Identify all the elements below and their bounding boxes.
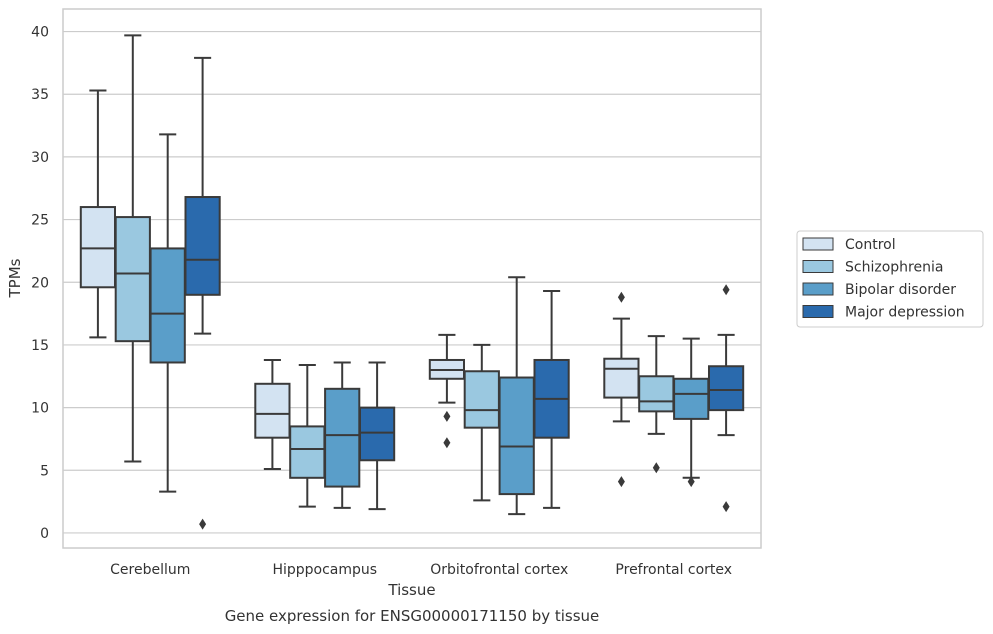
legend-label: Schizophrenia bbox=[845, 260, 943, 276]
legend-item: Bipolar disorder bbox=[802, 282, 956, 298]
legend-swatch bbox=[802, 305, 834, 318]
outlier-point bbox=[722, 501, 730, 513]
box-item bbox=[638, 335, 675, 474]
x-tick-labels: Cerebellum Hipppocampus Orbitofrontal cort… bbox=[110, 562, 732, 578]
box-body bbox=[324, 387, 361, 488]
box-item bbox=[114, 34, 151, 463]
outlier-point bbox=[617, 476, 625, 488]
legend: Control Schizophrenia Bipolar disorder Majo… bbox=[796, 230, 984, 328]
box-item bbox=[498, 276, 535, 516]
box-item bbox=[149, 133, 186, 493]
outlier-point bbox=[443, 410, 451, 422]
x-tick-label: Cerebellum bbox=[110, 562, 190, 578]
legend-frame bbox=[796, 230, 984, 328]
box-item bbox=[707, 284, 745, 513]
box-item bbox=[603, 291, 640, 488]
series-group bbox=[184, 56, 745, 530]
box-item bbox=[428, 333, 466, 449]
legend-item: Control bbox=[802, 237, 896, 253]
outlier-point bbox=[722, 284, 730, 296]
box-body bbox=[79, 206, 117, 289]
box-item bbox=[533, 290, 570, 509]
box-item bbox=[289, 363, 326, 508]
legend-swatch bbox=[802, 237, 834, 251]
box-body bbox=[254, 382, 291, 439]
legend-item: Schizophrenia bbox=[802, 260, 943, 276]
box-item bbox=[184, 56, 221, 530]
box-item bbox=[254, 358, 291, 471]
box-body bbox=[114, 216, 151, 343]
box-item bbox=[324, 361, 361, 509]
legend-swatch bbox=[802, 282, 834, 296]
series-group bbox=[79, 89, 640, 488]
y-tick-label: 20 bbox=[31, 275, 49, 291]
outlier-point bbox=[199, 518, 207, 530]
y-tick-labels: 0 5 10 15 20 25 30 35 40 bbox=[31, 25, 49, 542]
outlier-point bbox=[687, 476, 695, 488]
box-body bbox=[638, 375, 675, 413]
box-body bbox=[673, 377, 710, 420]
outlier-point bbox=[443, 437, 451, 449]
y-tick-label: 5 bbox=[40, 463, 49, 479]
box-body bbox=[463, 370, 500, 429]
series-group bbox=[114, 34, 675, 508]
box-item bbox=[358, 361, 396, 511]
box-body bbox=[358, 406, 396, 462]
legend-item: Major depression bbox=[802, 305, 965, 321]
x-axis-label: Tissue bbox=[387, 581, 435, 599]
box-item bbox=[463, 343, 500, 502]
y-tick-label: 15 bbox=[31, 338, 49, 354]
box-body bbox=[603, 357, 640, 399]
y-tick-label: 0 bbox=[40, 526, 49, 542]
x-tick-label: Hipppocampus bbox=[272, 562, 377, 578]
outlier-point bbox=[617, 291, 625, 303]
legend-label: Control bbox=[845, 237, 896, 253]
box-body bbox=[707, 365, 745, 412]
y-tick-label: 35 bbox=[31, 87, 49, 103]
box-item bbox=[673, 337, 710, 488]
box-body bbox=[498, 376, 535, 496]
y-tick-label: 30 bbox=[31, 150, 49, 166]
x-tick-label: Prefrontal cortex bbox=[615, 562, 732, 578]
box-body bbox=[184, 196, 221, 296]
legend-label: Major depression bbox=[845, 305, 965, 321]
y-axis-label: TPMs bbox=[6, 258, 24, 298]
y-tick-label: 40 bbox=[31, 25, 49, 41]
legend-swatch bbox=[802, 260, 834, 273]
box-groups bbox=[79, 34, 745, 530]
y-tick-label: 10 bbox=[31, 401, 49, 417]
outlier-point bbox=[652, 462, 660, 474]
legend-label: Bipolar disorder bbox=[845, 282, 956, 298]
plot-frame bbox=[62, 8, 762, 549]
box-item bbox=[79, 89, 117, 339]
y-tick-label: 25 bbox=[31, 213, 49, 229]
series-group bbox=[149, 133, 710, 516]
box-body bbox=[149, 247, 186, 364]
box-body bbox=[289, 425, 326, 479]
x-tick-label: Orbitofrontal cortex bbox=[430, 562, 568, 578]
chart-caption: Gene expression for ENSG00000171150 by t… bbox=[225, 607, 600, 625]
